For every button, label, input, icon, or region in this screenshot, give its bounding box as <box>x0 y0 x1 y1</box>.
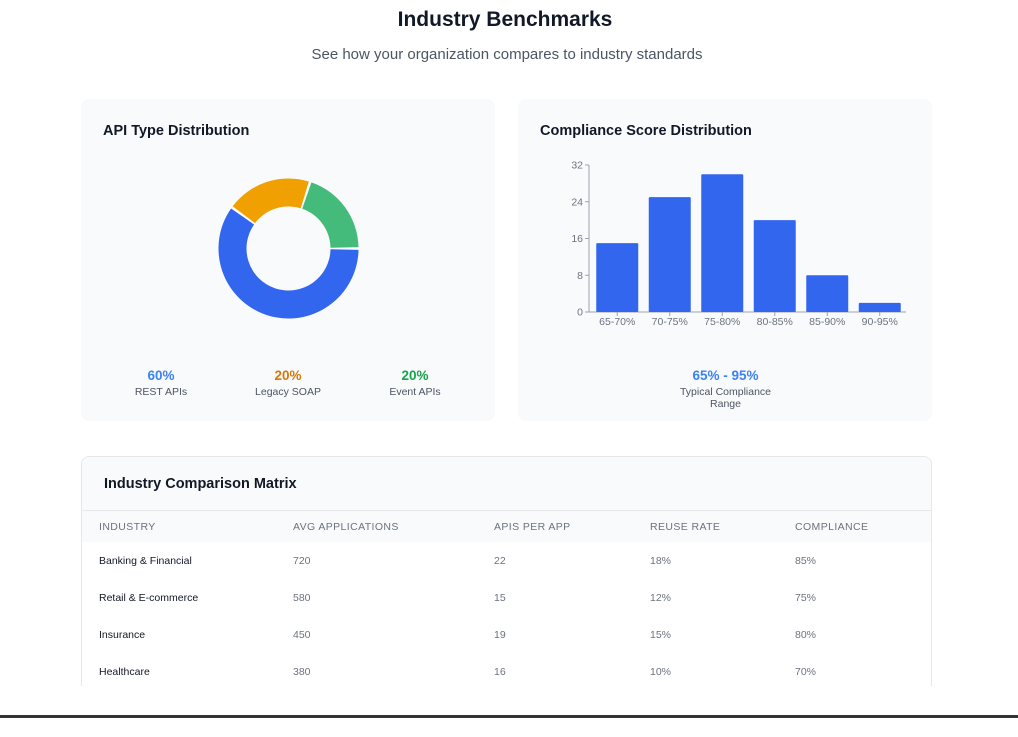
stat-event: 20% Event APIs <box>355 368 475 398</box>
matrix-header: Industry Comparison Matrix <box>82 457 931 511</box>
donut-slice-rest-apis <box>218 208 359 319</box>
x-tick-label: 75-80% <box>704 316 740 328</box>
cell-apis-per-app: 16 <box>494 666 506 678</box>
api-type-distribution-card: API Type Distribution 60% REST APIs 20% … <box>81 99 495 421</box>
table-row[interactable]: Insurance 450 19 15% 80% <box>82 616 931 653</box>
cell-avg-applications: 380 <box>293 666 311 678</box>
table-row[interactable]: Healthcare 380 16 10% 70% <box>82 653 931 686</box>
compliance-range-value: 65% - 95% <box>692 368 759 383</box>
cell-compliance: 70% <box>795 666 817 678</box>
stat-soap-label: Legacy SOAP <box>255 386 321 398</box>
table-row[interactable]: Banking & Financial 720 22 18% 85% <box>82 542 931 579</box>
cell-reuse-rate: 10% <box>650 666 672 678</box>
cell-industry: Healthcare <box>99 666 150 678</box>
y-tick-label: 32 <box>571 160 583 172</box>
bar-75-80% <box>701 174 744 312</box>
stat-event-label: Event APIs <box>389 386 441 398</box>
bar-80-85% <box>753 220 796 312</box>
bar-70-75% <box>648 197 691 312</box>
column-header-reuse-rate[interactable]: Reuse Rate <box>650 521 721 533</box>
matrix-title: Industry Comparison Matrix <box>104 476 297 492</box>
column-header-apis-per-app[interactable]: APIs per App <box>494 521 571 533</box>
bar-90-95% <box>858 302 901 312</box>
x-tick-label: 90-95% <box>862 316 898 328</box>
cell-compliance: 85% <box>795 555 817 567</box>
cell-reuse-rate: 15% <box>650 629 672 641</box>
x-tick-label: 65-70% <box>599 316 635 328</box>
table-header-row: Industry Avg Applications APIs per App R… <box>82 511 931 542</box>
cell-compliance: 75% <box>795 592 817 604</box>
cell-apis-per-app: 15 <box>494 592 506 604</box>
stat-soap-value: 20% <box>274 368 302 383</box>
compliance-card-title: Compliance Score Distribution <box>540 123 752 139</box>
column-header-compliance[interactable]: Compliance <box>795 521 869 533</box>
x-tick-label: 80-85% <box>757 316 793 328</box>
stat-event-value: 20% <box>401 368 429 383</box>
x-tick-label: 85-90% <box>809 316 845 328</box>
stat-rest-label: REST APIs <box>134 386 188 398</box>
donut-slice-event-apis <box>302 182 359 248</box>
cell-apis-per-app: 19 <box>494 629 506 641</box>
y-tick-label: 0 <box>577 307 583 319</box>
cell-industry: Insurance <box>99 629 146 641</box>
cell-apis-per-app: 22 <box>494 555 506 567</box>
api-donut-chart <box>218 178 359 319</box>
table-row[interactable]: Retail & E-commerce 580 15 12% 75% <box>82 579 931 616</box>
bottom-divider <box>0 715 1018 718</box>
column-header-industry[interactable]: Industry <box>99 521 156 533</box>
donut-slice-legacy-soap <box>232 178 309 224</box>
cell-avg-applications: 450 <box>293 629 311 641</box>
page-title: Industry Benchmarks <box>397 8 613 31</box>
compliance-range: 65% - 95% Typical Compliance Range <box>668 368 783 410</box>
x-tick-label: 70-75% <box>652 316 688 328</box>
cell-reuse-rate: 12% <box>650 592 672 604</box>
cell-industry: Banking & Financial <box>99 555 192 567</box>
bar-85-90% <box>806 275 849 312</box>
y-tick-label: 24 <box>571 196 583 208</box>
cell-avg-applications: 580 <box>293 592 311 604</box>
industry-comparison-matrix: Industry Comparison Matrix Industry Avg … <box>81 456 932 686</box>
compliance-range-label: Typical Compliance Range <box>679 386 772 410</box>
cell-avg-applications: 720 <box>293 555 311 567</box>
stat-rest-value: 60% <box>147 368 175 383</box>
y-tick-label: 8 <box>577 270 583 282</box>
cell-reuse-rate: 18% <box>650 555 672 567</box>
page-subtitle: See how your organization compares to in… <box>311 46 703 63</box>
stat-soap: 20% Legacy SOAP <box>228 368 348 398</box>
cell-industry: Retail & E-commerce <box>99 592 199 604</box>
bar-65-70% <box>596 243 639 312</box>
api-card-title: API Type Distribution <box>103 123 250 139</box>
cell-compliance: 80% <box>795 629 817 641</box>
column-header-avg-applications[interactable]: Avg Applications <box>293 521 399 533</box>
y-tick-label: 16 <box>571 233 583 245</box>
compliance-bar-chart: 0 8 16 24 32 65-70% 70-75% 75-80% 80-85% 85-90% 90… <box>571 160 906 328</box>
compliance-distribution-card: Compliance Score Distribution 0 8 16 24 32 65… <box>518 99 932 421</box>
stat-rest: 60% REST APIs <box>101 368 221 398</box>
